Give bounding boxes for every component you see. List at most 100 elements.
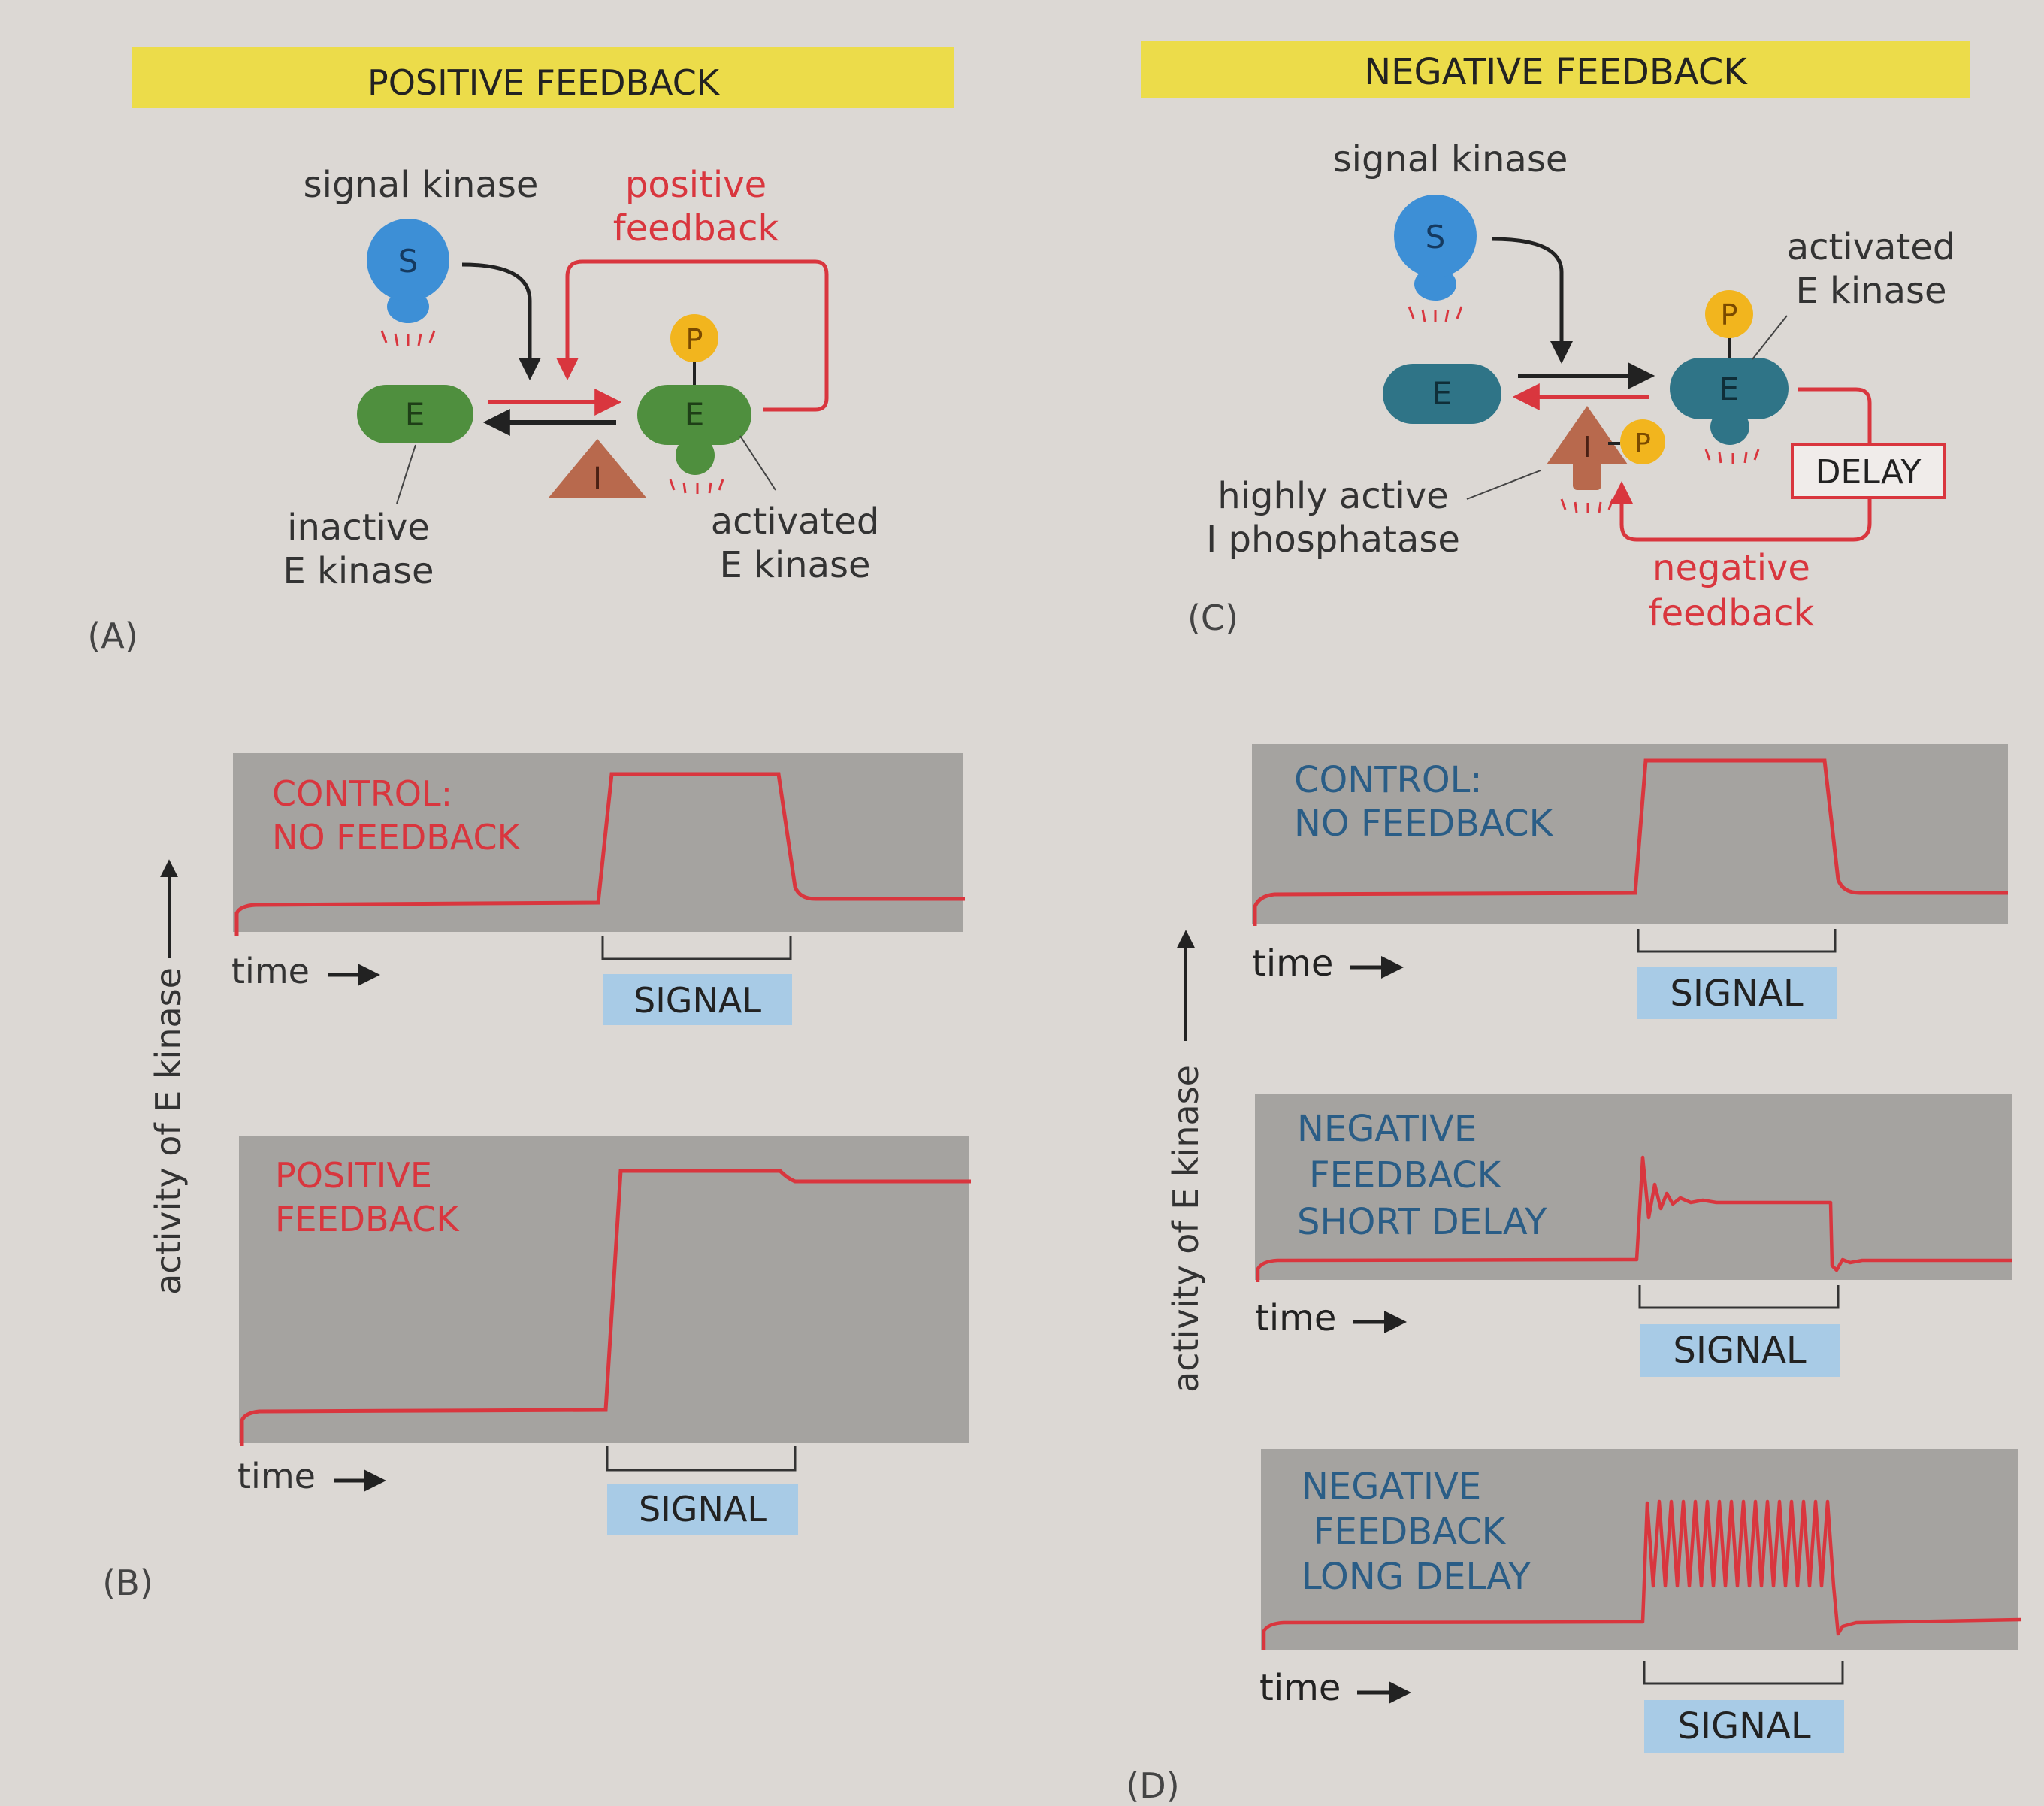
graph-d1-signal-label: SIGNAL (1670, 973, 1804, 1015)
activated-label-c-line2: E kinase (1795, 270, 1946, 312)
delay-label: DELAY (1816, 453, 1922, 492)
p-letter-c: P (1721, 298, 1738, 331)
inactive-e-kinase: E (357, 385, 473, 443)
activated-label-line1: activated (711, 501, 880, 543)
delay-box (1791, 443, 1946, 499)
panel-c-header-bar (1141, 41, 1970, 98)
graph-d3-trace (1262, 1499, 2022, 1650)
graph-d3-panel (1261, 1449, 2018, 1650)
e-letter-active-c: E (1719, 371, 1740, 407)
graph-d2-signal-box (1640, 1324, 1840, 1377)
graph-d2-panel (1255, 1094, 2012, 1280)
s-activation-arrow-c (1491, 237, 1573, 364)
graph-b1-title-line1: CONTROL: (272, 773, 452, 814)
positive-feedback-label-line2: feedback (613, 207, 779, 250)
e-letter-inactive: E (405, 396, 425, 433)
panel-c: NEGATIVE FEEDBACK signal kinase S E E P … (1141, 41, 1970, 638)
e-letter-active: E (685, 396, 705, 433)
graph-d3-signal-box (1644, 1700, 1844, 1753)
inactive-e-kinase-c: E (1383, 364, 1501, 424)
graph-b1-signal-label: SIGNAL (633, 980, 761, 1021)
graph-d2-trace (1256, 1155, 2012, 1282)
positive-feedback-label-line1: positive (625, 164, 766, 206)
i-letter: I (593, 461, 602, 496)
y-axis-label-b: activity of E kinase (148, 967, 189, 1295)
graph-b2-panel (239, 1136, 969, 1443)
panel-a-label: (A) (87, 616, 138, 656)
negative-feedback-label-line2: feedback (1649, 592, 1815, 634)
s-letter-c: S (1426, 219, 1446, 256)
graph-b1-title-line2: NO FEEDBACK (272, 817, 522, 858)
graph-d1-title-line1: CONTROL: (1294, 759, 1483, 801)
graph-b1-trace (234, 772, 965, 936)
graph-b1: CONTROL: NO FEEDBACK time SIGNAL (231, 753, 965, 1025)
highly-active-label-line2: I phosphatase (1206, 519, 1460, 561)
graph-b2-signal-label: SIGNAL (639, 1489, 766, 1529)
y-axis-label-d: activity of E kinase (1166, 1065, 1206, 1393)
graph-d3-title-line3: LONG DELAY (1302, 1556, 1531, 1598)
s-letter: S (398, 243, 419, 280)
graph-d3-signal-bracket (1643, 1661, 1844, 1685)
graph-d2: NEGATIVE FEEDBACK SHORT DELAY time SIGNA… (1255, 1094, 2012, 1377)
graph-d1-signal-bracket (1637, 929, 1837, 953)
positive-feedback-loop (556, 259, 829, 412)
graph-d3-time-label: time (1259, 1667, 1341, 1709)
graph-d2-signal-label: SIGNAL (1673, 1330, 1807, 1372)
highly-active-label-line1: highly active (1217, 475, 1449, 517)
activated-e-kinase: E P (637, 314, 751, 494)
graph-b2-title-line1: POSITIVE (275, 1155, 432, 1196)
p-letter-phosphatase: P (1634, 428, 1651, 459)
graph-b1-signal-box (603, 974, 792, 1025)
graph-d3-signal-label: SIGNAL (1677, 1705, 1811, 1747)
e-letter-inactive-c: E (1432, 375, 1453, 412)
graph-d2-time-label: time (1255, 1297, 1336, 1339)
graph-b2-signal-box (607, 1484, 798, 1535)
panel-a-header-bar (132, 47, 954, 108)
panel-b-label: (B) (102, 1562, 153, 1603)
panel-a-header: POSITIVE FEEDBACK (367, 62, 721, 103)
graph-d1-title-line2: NO FEEDBACK (1294, 803, 1554, 845)
s-activation-arrow (461, 262, 541, 380)
graph-d1-signal-box (1637, 967, 1837, 1019)
negative-feedback-loop (1610, 387, 1872, 542)
graph-d2-signal-bracket (1638, 1285, 1840, 1309)
graph-d3: NEGATIVE FEEDBACK LONG DELAY time SIGNAL (1259, 1449, 2022, 1753)
activated-label-line2: E kinase (719, 544, 870, 586)
i-letter-c: I (1583, 431, 1591, 464)
panel-d: activity of E kinase CONTROL: NO FEEDBAC… (1126, 744, 2022, 1806)
graph-d1-trace (1253, 758, 2008, 926)
graph-d1: CONTROL: NO FEEDBACK time SIGNAL (1252, 744, 2008, 1019)
graph-d3-title-line1: NEGATIVE (1302, 1466, 1481, 1508)
panel-c-header: NEGATIVE FEEDBACK (1364, 51, 1748, 93)
i-phosphatase-active: I P (1547, 406, 1665, 513)
graph-d3-title-line2: FEEDBACK (1314, 1511, 1507, 1553)
i-phosphatase-triangle: I (549, 439, 646, 498)
activated-e-kinase-c: E P (1670, 290, 1788, 464)
graph-b1-time-label: time (231, 951, 310, 991)
panel-c-label: (C) (1187, 597, 1238, 638)
signal-kinase-label: signal kinase (304, 164, 539, 206)
graph-b1-signal-bracket (601, 936, 792, 960)
activated-pointer-c (1752, 315, 1788, 360)
inactive-label-line2: E kinase (283, 550, 434, 592)
graph-b2-trace (240, 1169, 971, 1446)
highly-active-pointer (1466, 470, 1541, 500)
graph-b2-signal-bracket (606, 1446, 797, 1472)
graph-d2-title-line1: NEGATIVE (1297, 1108, 1477, 1150)
inactive-label-line1: inactive (287, 507, 430, 549)
graph-d2-title-line3: SHORT DELAY (1297, 1201, 1547, 1243)
signal-kinase-s-c: S (1394, 195, 1477, 322)
graph-d2-title-line2: FEEDBACK (1309, 1154, 1502, 1196)
graph-d1-time-label: time (1252, 942, 1333, 985)
activated-pointer (739, 435, 776, 491)
graph-b2-time-label: time (237, 1456, 316, 1496)
negative-feedback-label-line1: negative (1652, 547, 1810, 589)
inactive-pointer (396, 444, 416, 504)
panel-b: activity of E kinase CONTROL: NO FEEDBAC… (102, 753, 971, 1603)
activated-label-c-line1: activated (1787, 226, 1956, 268)
graph-b2: POSITIVE FEEDBACK time SIGNAL (237, 1136, 971, 1535)
signal-kinase-s: S (367, 219, 449, 346)
p-letter: P (686, 323, 703, 356)
graph-b2-title-line2: FEEDBACK (275, 1199, 460, 1239)
